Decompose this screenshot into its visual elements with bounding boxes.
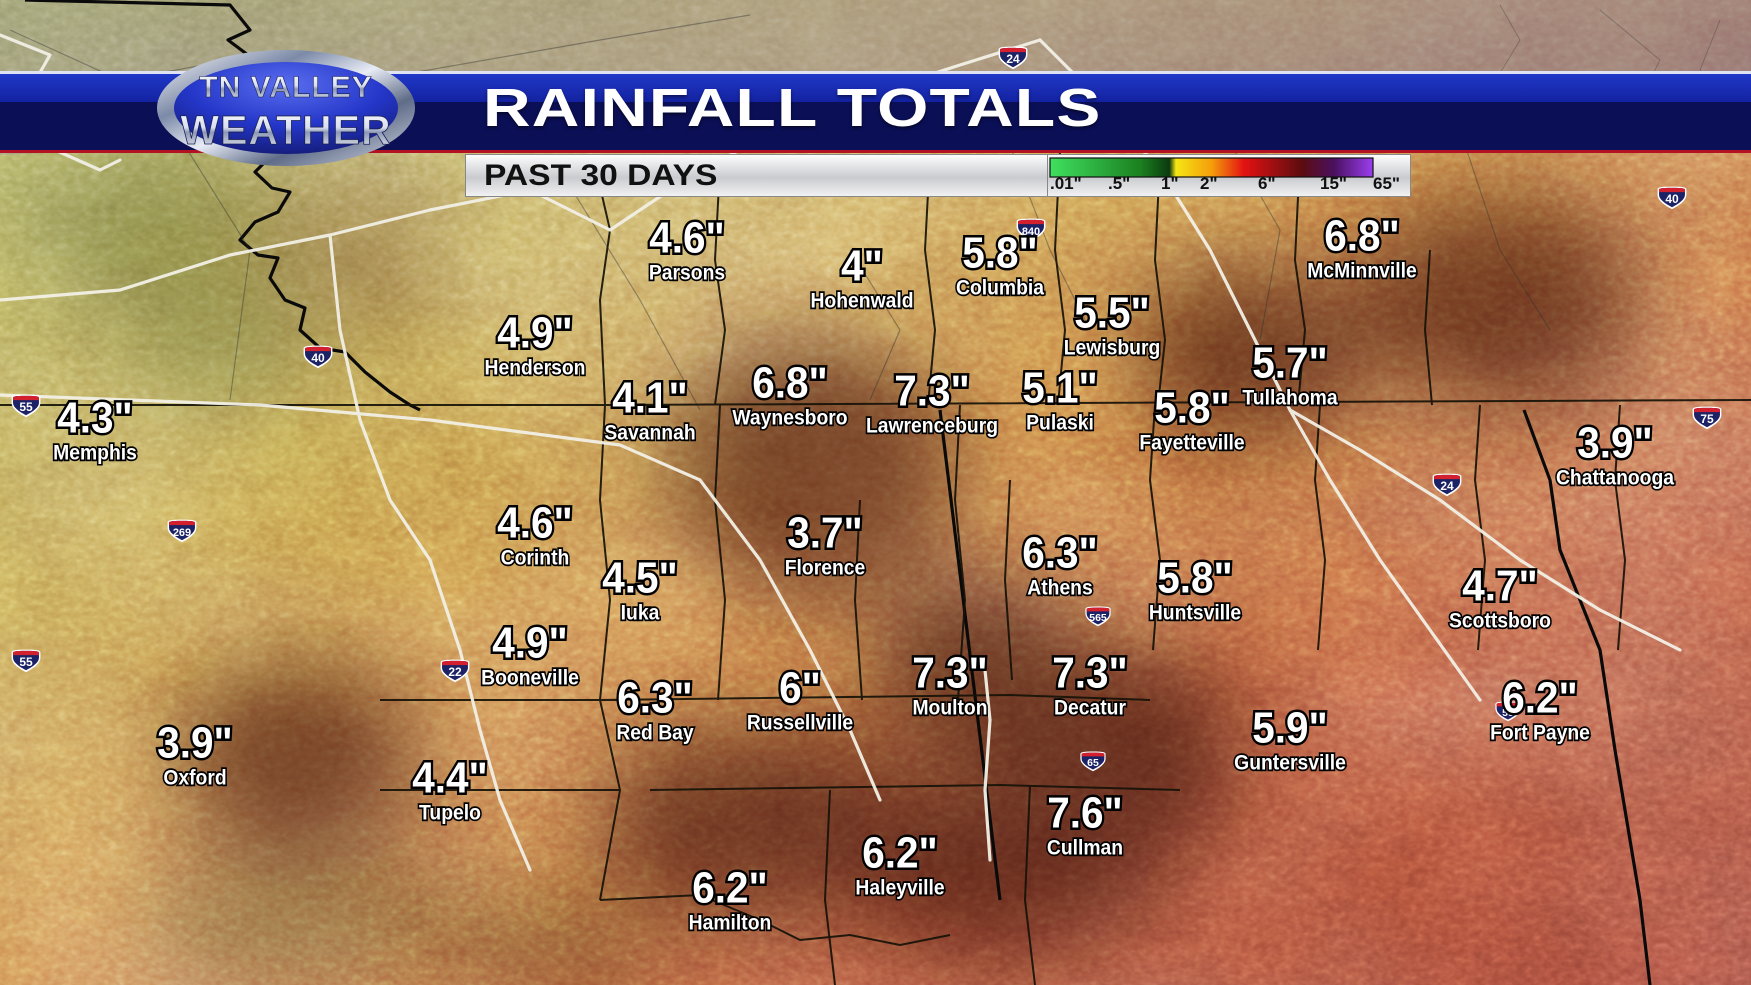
svg-text:WEATHER: WEATHER (180, 107, 391, 153)
svg-text:40: 40 (1665, 192, 1679, 206)
svg-text:65: 65 (1087, 757, 1099, 769)
svg-text:55: 55 (19, 655, 33, 669)
svg-text:55: 55 (19, 400, 33, 414)
svg-text:22: 22 (448, 665, 462, 679)
svg-text:TN VALLEY: TN VALLEY (199, 71, 372, 104)
svg-text:269: 269 (173, 527, 191, 539)
svg-text:40: 40 (311, 351, 325, 365)
svg-text:24: 24 (1440, 479, 1454, 493)
svg-text:565: 565 (1089, 612, 1107, 624)
svg-text:75: 75 (1700, 412, 1714, 426)
svg-text:24: 24 (1006, 52, 1020, 66)
